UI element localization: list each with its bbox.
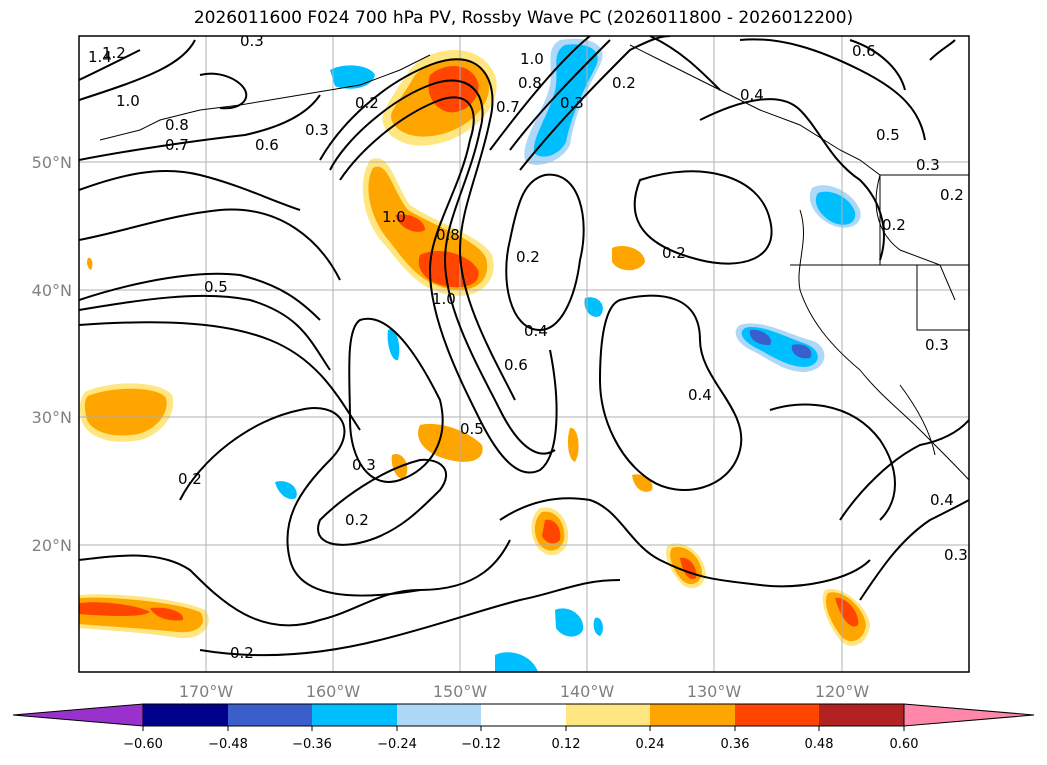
negative-anomaly <box>275 481 297 500</box>
graticule <box>79 36 969 672</box>
lon-label: 160°W <box>306 682 361 701</box>
negative-anomaly <box>749 329 772 346</box>
contour-label: 0.2 <box>940 186 964 204</box>
contour-label: 1.0 <box>432 290 456 308</box>
contour-label: 0.5 <box>204 278 228 296</box>
colorbar-segment <box>735 704 819 726</box>
colorbar-extend-max <box>903 703 1035 727</box>
lon-label: 120°W <box>815 682 870 701</box>
map-panel: 1.4 1.2 1.0 0.8 0.7 0.6 0.3 0.2 1.0 0.8 … <box>79 32 969 672</box>
negative-anomaly <box>815 191 856 225</box>
contour-label: 0.3 <box>352 456 376 474</box>
contour-label: 0.7 <box>165 136 189 154</box>
contour-label: 1.4 <box>88 48 112 66</box>
contour-label: 0.8 <box>165 116 189 134</box>
contour-label: 0.2 <box>178 470 202 488</box>
lat-label: 20°N <box>32 536 72 555</box>
colorbar-tick-label: 0.60 <box>890 737 919 752</box>
negative-anomaly <box>555 608 584 637</box>
colorbar-segment <box>566 704 650 726</box>
negative-anomaly <box>593 617 603 636</box>
colorbar-segment <box>819 704 904 726</box>
contour-label: 0.4 <box>524 322 548 340</box>
contour-label: 0.5 <box>876 126 900 144</box>
positive-anomaly <box>835 597 859 627</box>
colorbar-tick-label: −0.60 <box>123 737 163 752</box>
colorbar-tick-label: −0.12 <box>461 737 501 752</box>
lat-label: 40°N <box>32 281 72 300</box>
contour-label: 0.8 <box>436 226 460 244</box>
contour-label: 0.7 <box>496 98 520 116</box>
negative-anomaly <box>495 652 538 672</box>
lon-label: 140°W <box>560 682 615 701</box>
colorbar-tick-label: 0.36 <box>721 737 750 752</box>
colorbar-segment <box>312 704 397 726</box>
contour-label: 0.2 <box>230 644 254 662</box>
contour-label: 0.3 <box>925 336 949 354</box>
colorbar-tick-label: 0.48 <box>805 737 834 752</box>
contour-label: 1.0 <box>520 50 544 68</box>
contour-label: 0.2 <box>662 244 686 262</box>
contour-label: 0.3 <box>240 32 264 50</box>
contour-label: 0.4 <box>688 386 712 404</box>
latitude-labels: 50°N 40°N 30°N 20°N <box>32 153 72 555</box>
negative-anomaly <box>791 344 812 359</box>
contour-label: 1.0 <box>116 92 140 110</box>
positive-anomaly <box>79 602 150 616</box>
contour-label: 0.5 <box>460 420 484 438</box>
contour-label: 1.2 <box>102 44 126 62</box>
contour-label: 1.0 <box>382 208 406 226</box>
map-frame <box>78 35 970 673</box>
positive-anomaly <box>87 257 93 270</box>
positive-anomaly <box>567 427 579 462</box>
longitude-labels: 170°W 160°W 150°W 140°W 130°W 120°W <box>179 682 870 701</box>
colorbar: −0.60 −0.48 −0.36 −0.24 −0.12 0.12 0.24 … <box>12 703 1035 752</box>
positive-anomaly <box>150 607 184 621</box>
colorbar-tick-label: −0.24 <box>377 737 417 752</box>
plot-title: 2026011600 F024 700 hPa PV, Rossby Wave … <box>193 8 854 28</box>
positive-anomaly <box>395 214 425 232</box>
pv-contours <box>79 36 969 657</box>
contour-label: 0.2 <box>882 216 906 234</box>
contour-label: 0.3 <box>560 94 584 112</box>
contour-label: 0.8 <box>518 74 542 92</box>
contour-label: 0.4 <box>740 86 764 104</box>
negative-anomaly <box>387 329 400 361</box>
colorbar-extend-min <box>12 703 144 727</box>
contour-label: 0.3 <box>944 546 968 564</box>
colorbar-tick-label: 0.12 <box>552 737 581 752</box>
lon-label: 170°W <box>179 682 234 701</box>
colorbar-tick-label: 0.24 <box>636 737 665 752</box>
colorbar-segment <box>397 704 481 726</box>
colorbar-segment <box>143 704 228 726</box>
positive-anomaly <box>612 245 645 271</box>
lon-label: 130°W <box>687 682 742 701</box>
positive-anomaly <box>84 388 167 436</box>
negative-anomaly <box>330 65 375 89</box>
positive-anomaly <box>542 519 561 544</box>
contour-label: 0.2 <box>612 74 636 92</box>
contour-label: 0.2 <box>516 248 540 266</box>
contour-label: 0.3 <box>305 121 329 139</box>
contour-label: 0.6 <box>504 356 528 374</box>
colorbar-tick-label: −0.48 <box>208 737 248 752</box>
lon-label: 150°W <box>433 682 488 701</box>
contour-label: 0.2 <box>355 94 379 112</box>
contour-label: 0.6 <box>852 42 876 60</box>
lat-label: 30°N <box>32 408 72 427</box>
colorbar-segment <box>481 704 566 726</box>
colorbar-tick-label: −0.36 <box>292 737 332 752</box>
colorbar-segment <box>228 704 312 726</box>
lat-label: 50°N <box>32 153 72 172</box>
contour-label: 0.4 <box>930 491 954 509</box>
negative-anomaly <box>584 297 603 317</box>
contour-label: 0.6 <box>255 136 279 154</box>
coastlines <box>99 44 969 481</box>
contour-labels: 1.4 1.2 1.0 0.8 0.7 0.6 0.3 0.2 1.0 0.8 … <box>88 32 968 662</box>
colorbar-segment <box>650 704 735 726</box>
negative-anomaly <box>533 44 598 157</box>
contour-label: 0.3 <box>916 156 940 174</box>
contour-label: 0.2 <box>345 511 369 529</box>
